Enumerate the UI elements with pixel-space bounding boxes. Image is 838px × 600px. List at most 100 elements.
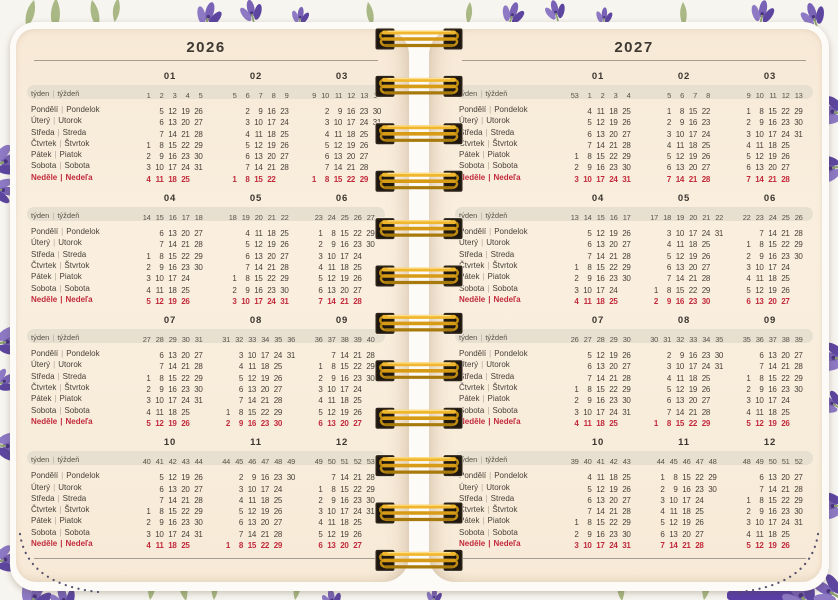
month-number: 07 (163, 315, 177, 327)
day-label: Pátek | Piatok (31, 517, 123, 525)
week-header-row: týden | týždeň 40 41 42 43 44 44 45 46 47 48 49 49 50 51… (27, 451, 385, 465)
date-number: 30 (194, 518, 203, 528)
month-table: 53 1 2 3 4 (566, 86, 631, 102)
day-label: Pátek | Piatok (459, 273, 551, 281)
date-number: 29 (794, 373, 803, 383)
date-number: 16 (168, 518, 177, 528)
month-row: 04 05 06 týden | týždeň 13 14 15 16 17 17 18 19 20 21 22… (455, 192, 813, 305)
date-number: 22 (609, 518, 618, 528)
day-label: Úterý | Utorok (31, 361, 123, 369)
date-number: 26 (695, 518, 704, 528)
week-number: 42 (609, 457, 618, 467)
day-row: Pátek | Piatok 2 9 16 23 30 6 13 20 27 3 10 17 24 (459, 391, 809, 405)
day-row: Pátek | Piatok 3 10 17 24 1 8 15 22 29 5 12 19 26 (31, 269, 381, 284)
week-label-sk: týždeň (57, 211, 80, 221)
day-name-cz: Neděle (459, 416, 486, 426)
date-number: 13 (596, 240, 605, 250)
date-number: 14 (340, 351, 349, 361)
month-table: 1 8 15 22 (658, 102, 710, 118)
date-number: 3 (318, 507, 323, 517)
week-number: 28 (155, 335, 164, 345)
week-number: 6 (245, 91, 250, 100)
week-number: 11 (334, 91, 342, 100)
date-number: 21 (353, 473, 362, 483)
month-table: 9 10 11 12 13 14 (303, 86, 381, 102)
date-number: 1 (746, 495, 751, 505)
day-name-sk: Utorok (486, 482, 510, 492)
month-table: 7 14 21 28 (310, 468, 374, 484)
date-number: 29 (194, 373, 203, 383)
label-separator: | (485, 371, 488, 381)
date-number: 4 (238, 495, 243, 505)
month-table: 6 13 20 27 (138, 346, 202, 362)
date-number: 9 (679, 118, 684, 128)
date-number: 24 (267, 296, 276, 306)
date-number: 3 (574, 541, 579, 551)
label-separator: | (61, 227, 64, 237)
date-number: 4 (245, 229, 250, 239)
label-separator: | (480, 455, 483, 465)
date-number: 23 (181, 518, 190, 528)
date-number: 21 (267, 262, 276, 272)
date-number: 3 (146, 163, 151, 173)
week-number: 32 (235, 335, 243, 345)
month-table: 5 12 19 26 (224, 235, 288, 251)
date-number: 2 (146, 262, 151, 272)
month-table: 6 13 20 27 (217, 513, 295, 529)
week-number: 21 (267, 213, 276, 223)
day-label: Sobota | Sobota (31, 528, 123, 537)
date-number: 28 (622, 373, 631, 383)
month-table: 2 9 16 23 30 (217, 468, 295, 484)
label-separator: | (57, 249, 60, 259)
date-number: 5 (146, 296, 151, 306)
date-number: 19 (181, 107, 190, 116)
date-number: 24 (781, 129, 790, 139)
day-name-cz: Středa (31, 127, 55, 137)
day-name-sk: Štvrtok (64, 505, 90, 515)
date-number: 12 (755, 541, 764, 551)
date-number: 11 (676, 373, 684, 383)
date-number: 22 (781, 240, 790, 250)
month-table: 3 10 17 24 31 (566, 536, 630, 552)
week-label-sk: týždeň (57, 455, 80, 465)
date-number: 22 (609, 262, 618, 272)
date-number: 30 (372, 107, 382, 116)
week-number: 14 (142, 213, 151, 223)
day-row: Středa | Streda 6 13 20 27 3 10 17 24 3 10 17 24 31 (459, 125, 809, 139)
date-number: 16 (596, 529, 605, 539)
label-separator: | (487, 283, 490, 293)
month-table: 7 14 21 28 (217, 391, 295, 407)
date-number: 19 (340, 274, 349, 284)
date-number: 12 (333, 140, 343, 150)
date-number: 22 (353, 484, 362, 494)
date-number: 11 (327, 518, 336, 528)
month-table: 7 14 21 28 (652, 536, 717, 552)
date-number: 23 (695, 484, 704, 494)
date-number: 14 (596, 507, 605, 517)
day-name-cz: Pondělí (31, 105, 59, 114)
date-number: 5 (660, 518, 665, 528)
date-number: 16 (768, 507, 777, 517)
date-number: 18 (596, 418, 605, 428)
date-number: 20 (260, 385, 270, 395)
date-number: 25 (781, 140, 790, 150)
date-number: 9 (759, 118, 764, 128)
month-table: 4 11 18 25 (217, 357, 295, 373)
month-table: 2 9 16 23 30 (310, 491, 374, 507)
month-table: 1 8 15 22 29 (310, 224, 374, 240)
month-table: 3 10 17 24 31 (645, 357, 723, 373)
date-number: 27 (194, 118, 203, 128)
date-number: 14 (768, 229, 777, 239)
month-number: 05 (677, 193, 691, 205)
date-number: 22 (346, 174, 356, 184)
label-separator: | (57, 493, 60, 503)
week-number: 27 (142, 335, 151, 345)
date-number: 22 (181, 373, 190, 383)
date-number: 27 (701, 163, 711, 173)
day-name-cz: Pondělí (459, 471, 487, 481)
week-number: 30 (622, 335, 631, 345)
date-number: 27 (353, 541, 362, 551)
week-number: 7 (258, 91, 263, 100)
week-number: 22 (742, 213, 751, 223)
month-table: 7 14 21 28 (217, 525, 295, 541)
